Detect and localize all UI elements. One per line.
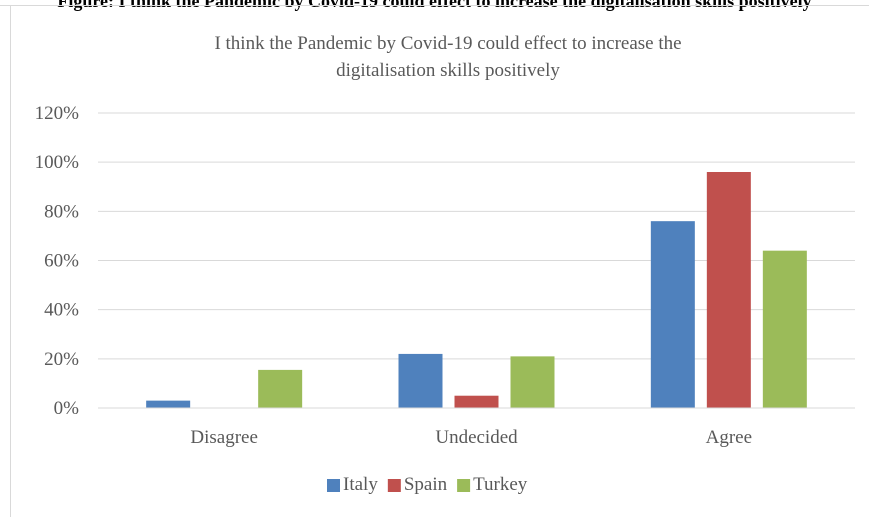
legend-label-turkey: Turkey xyxy=(473,474,528,495)
legend-label-italy: Italy xyxy=(343,474,378,495)
chart-frame-top xyxy=(0,5,869,6)
x-tick-label: Undecided xyxy=(435,427,518,448)
legend: Italy Spain Turkey xyxy=(327,474,528,495)
chart-frame-left xyxy=(10,5,11,517)
bar-turkey-disagree xyxy=(258,369,303,408)
gridlines xyxy=(98,112,855,360)
y-tick-label: 20% xyxy=(44,349,79,370)
y-tick-label: 80% xyxy=(44,201,79,222)
y-tick-label: 120% xyxy=(35,103,80,124)
y-tick-label: 0% xyxy=(54,398,80,419)
legend-swatch-turkey xyxy=(457,479,471,492)
x-tick-label: Disagree xyxy=(190,427,258,448)
bar-spain-agree xyxy=(706,172,751,408)
y-axis: 0% 20% 40% 60% 80% 100% 120% xyxy=(35,103,80,419)
chart-title-line-2: digitalisation skills positively xyxy=(336,60,560,81)
y-tick-label: 40% xyxy=(44,300,79,321)
x-tick-label: Agree xyxy=(706,427,752,448)
bar-italy-agree xyxy=(650,221,695,408)
legend-swatch-italy xyxy=(327,479,340,492)
bar-turkey-undecided xyxy=(510,356,555,408)
bars xyxy=(146,172,807,408)
y-tick-label: 100% xyxy=(35,152,80,173)
y-tick-label: 60% xyxy=(44,251,79,272)
bar-spain-undecided xyxy=(454,395,499,408)
bar-italy-undecided xyxy=(398,353,443,408)
chart-title-line-1: I think the Pandemic by Covid-19 could e… xyxy=(214,33,681,54)
bar-italy-disagree xyxy=(146,400,191,408)
legend-label-spain: Spain xyxy=(404,474,448,495)
x-axis: Disagree Undecided Agree xyxy=(98,407,855,448)
bar-turkey-agree xyxy=(762,250,807,408)
legend-swatch-spain xyxy=(387,479,401,492)
